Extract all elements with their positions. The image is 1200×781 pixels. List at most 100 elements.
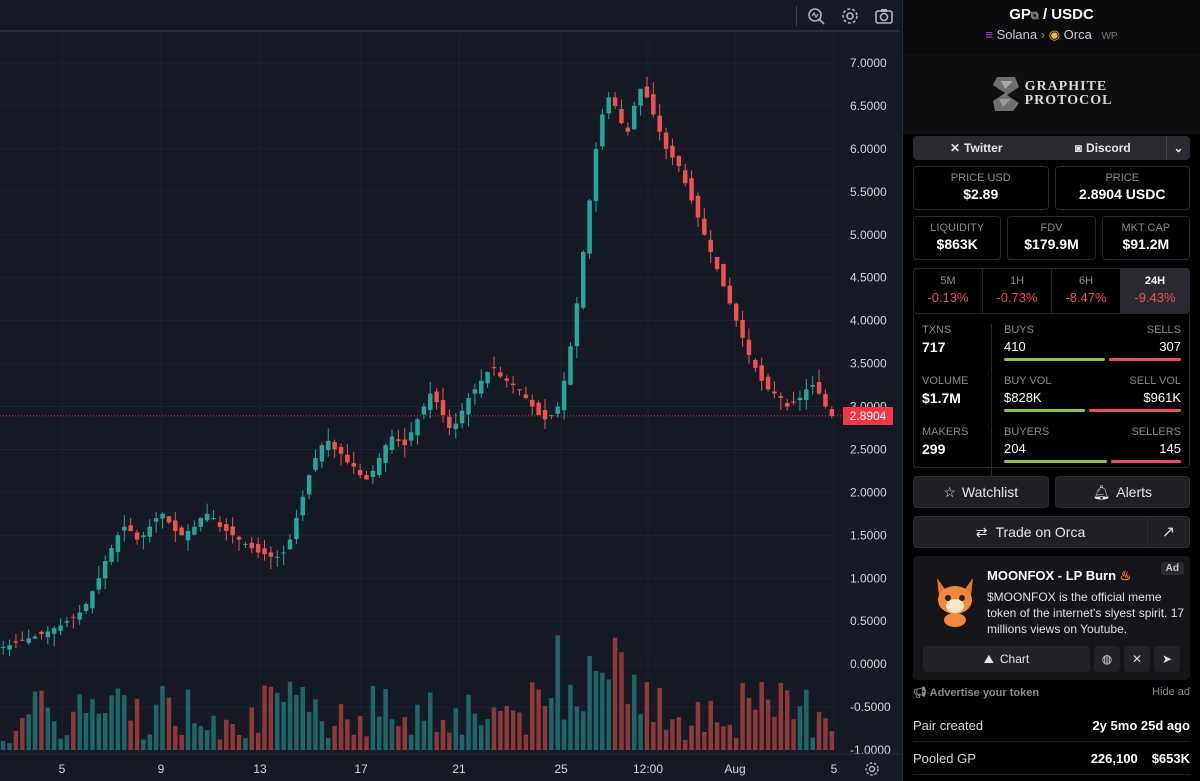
volume-bar xyxy=(166,697,172,750)
tab-1h[interactable]: 1H -0.73% xyxy=(983,269,1052,313)
chart-settings-icon[interactable] xyxy=(863,760,881,778)
price-chart[interactable]: 7.0000 6.5000 6.0000 5.5000 5.0000 4.5000 4.00… xyxy=(0,34,900,781)
telegram-icon[interactable]: ➤ xyxy=(1154,646,1180,672)
volume-bar xyxy=(823,718,828,750)
ratio-bar xyxy=(1004,358,1181,361)
dex-name[interactable]: Orca xyxy=(1063,27,1092,42)
volume-bar xyxy=(663,729,669,750)
price-usd-box: PRICE USD $2.89 xyxy=(913,166,1049,210)
volume-bar xyxy=(510,710,516,750)
candle-body xyxy=(45,631,51,638)
trade-label: Trade on Orca xyxy=(995,524,1086,540)
volume-bar xyxy=(498,711,503,750)
candle-body xyxy=(32,636,38,639)
liquidity-box: LIQUIDITY $863K xyxy=(913,216,1002,260)
volume-bar xyxy=(287,681,293,750)
price-value: 2.8904 USDC xyxy=(1079,186,1166,202)
ad-chart-button[interactable]: ⛰ Chart xyxy=(923,646,1090,672)
candle-body xyxy=(651,94,656,115)
candle-body xyxy=(536,402,541,416)
candle-body xyxy=(255,544,261,553)
watchlist-button[interactable]: ☆ Watchlist xyxy=(913,476,1049,508)
candle-body xyxy=(71,616,76,618)
volume-bar xyxy=(128,720,133,750)
candle-body xyxy=(453,423,458,430)
makers-row: MAKERS 299 BUYERS SELLERS 204 145 xyxy=(914,426,1189,476)
discord-button[interactable]: ◙ Discord xyxy=(1040,136,1167,160)
sells-value: 307 xyxy=(1159,339,1181,354)
trade-button[interactable]: ⇄ Trade on Orca xyxy=(914,517,1147,547)
candle-body xyxy=(702,218,707,235)
period-label: 5M xyxy=(940,275,956,287)
tab-6h[interactable]: 6H -8.47% xyxy=(1052,269,1121,313)
globe-icon[interactable]: ◍ xyxy=(1094,646,1120,672)
candle-body xyxy=(294,518,299,540)
indicator-icon[interactable] xyxy=(806,6,826,26)
candle-body xyxy=(638,88,643,106)
volume-bar xyxy=(249,707,255,750)
candle-body xyxy=(389,436,395,450)
candle-body xyxy=(498,372,503,377)
candle-body xyxy=(128,525,133,532)
txn-stats: TXNS 717 BUYS SELLS 410 307 VOLUME $1.7M B… xyxy=(913,314,1190,476)
pooled-values: 226,100 $653K xyxy=(1091,751,1190,766)
chevron-down-icon[interactable]: ⌄ xyxy=(1166,136,1190,160)
external-link-icon[interactable]: ↗ xyxy=(1147,517,1189,547)
volume-bar xyxy=(402,717,407,750)
candle-body xyxy=(721,263,726,287)
alerts-button[interactable]: 🔔︎ Alerts xyxy=(1054,476,1190,508)
volume-bar xyxy=(459,734,465,750)
candle-body xyxy=(147,526,153,537)
y-tick-label: 2.5000 xyxy=(850,442,887,456)
volume-bar xyxy=(326,737,331,750)
copy-icon[interactable]: ⧉ xyxy=(1030,10,1039,22)
graphite-logo-icon xyxy=(992,77,1019,111)
camera-icon[interactable] xyxy=(874,6,894,26)
volume-bar xyxy=(721,726,726,750)
ad-card[interactable]: Ad MOONFOX - LP Burn ♨ $MOONFOX is the o… xyxy=(913,556,1190,680)
candle-body xyxy=(517,389,522,391)
candle-body xyxy=(555,406,560,414)
volume-bar xyxy=(434,732,439,750)
volume-bar xyxy=(561,719,567,750)
candle-body xyxy=(644,86,650,98)
volume-bar xyxy=(428,692,433,750)
ad-chart-label: Chart xyxy=(999,652,1030,666)
volume-bar xyxy=(536,689,541,750)
x-tick-label: 5 xyxy=(831,762,838,776)
x-tick-label: 5 xyxy=(59,762,66,776)
volume-bar xyxy=(746,697,752,750)
candle-body xyxy=(370,470,376,478)
tab-24h[interactable]: 24H -9.43% xyxy=(1121,269,1189,313)
chart-toolbar xyxy=(0,0,900,32)
volume-bar xyxy=(733,738,739,750)
candle-body xyxy=(574,303,580,347)
volume-bar xyxy=(332,726,337,750)
candle-body xyxy=(173,520,178,532)
y-tick-label: 1.0000 xyxy=(850,571,887,585)
candle-body xyxy=(39,631,44,635)
volume-bar xyxy=(479,725,484,750)
logo-wordmark: GRAPHITE PROTOCOL xyxy=(1025,80,1113,108)
candle-body xyxy=(134,532,140,540)
tab-5m[interactable]: 5M -0.13% xyxy=(914,269,983,313)
chain-name[interactable]: Solana xyxy=(996,27,1038,42)
candle-body xyxy=(268,552,274,557)
chart-pane[interactable]: 7.0000 6.5000 6.0000 5.5000 5.0000 4.5000 4.00… xyxy=(0,0,900,781)
candle-body xyxy=(708,239,713,252)
twitter-button[interactable]: ✕ Twitter xyxy=(913,136,1040,160)
volume-bar xyxy=(676,717,682,750)
volume-bar xyxy=(122,695,127,750)
candle-body xyxy=(115,535,121,552)
volume-bar xyxy=(619,652,624,750)
candle-body xyxy=(670,145,675,158)
candle-body xyxy=(549,415,554,417)
twitter-label: Twitter xyxy=(964,141,1003,155)
hide-ad-link[interactable]: Hide ad xyxy=(1152,686,1190,698)
settings-icon[interactable] xyxy=(840,6,860,26)
x-icon[interactable]: ✕ xyxy=(1124,646,1150,672)
volume-bar xyxy=(58,738,63,750)
advertise-link[interactable]: 📢︎ Advertise your token xyxy=(913,687,1040,699)
volume-bar xyxy=(804,689,809,750)
volume-bar xyxy=(485,719,490,750)
